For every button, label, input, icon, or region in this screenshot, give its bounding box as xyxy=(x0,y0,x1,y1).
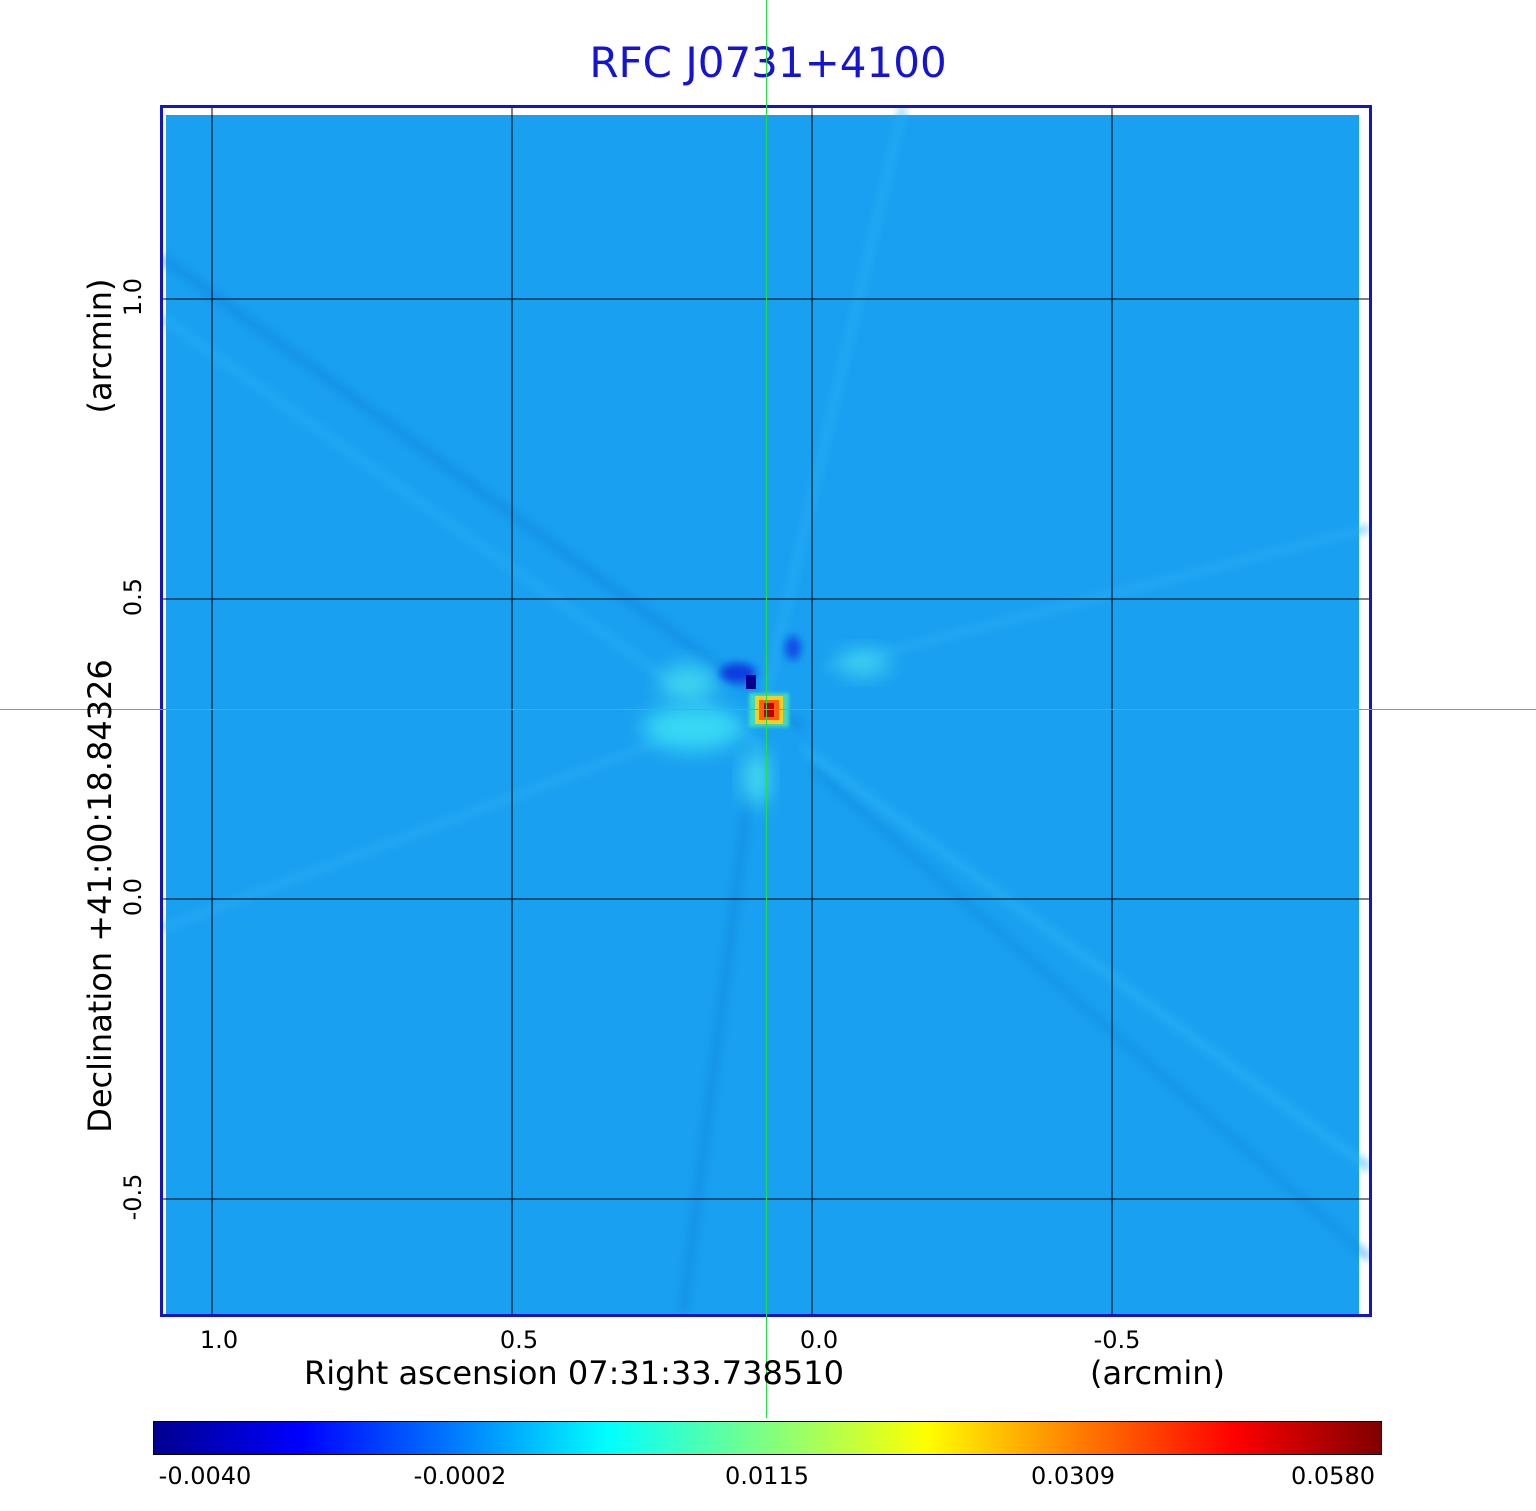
source-structure xyxy=(643,636,889,806)
colorbar-tick-label: -0.0002 xyxy=(413,1462,507,1490)
y-axis-label: Declination +41:00:18.84326 xyxy=(81,659,119,1133)
colorbar-tick-label: -0.0040 xyxy=(158,1462,252,1490)
crosshair-horizontal xyxy=(0,709,1536,710)
colorbar-tick-label: 0.0309 xyxy=(1031,1462,1115,1490)
y-tick-label: 0.0 xyxy=(119,877,147,917)
colorbar xyxy=(153,1421,1382,1455)
negative-pixel xyxy=(746,675,756,689)
colorbar-tick-label: 0.0580 xyxy=(1291,1462,1375,1490)
x-axis-label: Right ascension 07:31:33.738510 xyxy=(304,1354,844,1392)
y-tick-label: 1.0 xyxy=(119,277,147,317)
x-tick-label: 0.0 xyxy=(799,1326,839,1354)
x-tick-label: -0.5 xyxy=(1093,1326,1141,1354)
y-tick-label: -0.5 xyxy=(119,1173,147,1221)
colorbar-tick-label: 0.0115 xyxy=(725,1462,809,1490)
x-axis-unit: (arcmin) xyxy=(1090,1354,1225,1392)
peak-source xyxy=(749,693,789,727)
y-tick-label: 0.5 xyxy=(119,577,147,617)
x-tick-label: 0.5 xyxy=(499,1326,539,1354)
x-tick-label: 1.0 xyxy=(199,1326,239,1354)
image-title: RFC J0731+4100 xyxy=(589,38,947,87)
y-axis-unit: (arcmin) xyxy=(81,278,119,414)
sidelobe-stripes xyxy=(160,107,1372,1315)
